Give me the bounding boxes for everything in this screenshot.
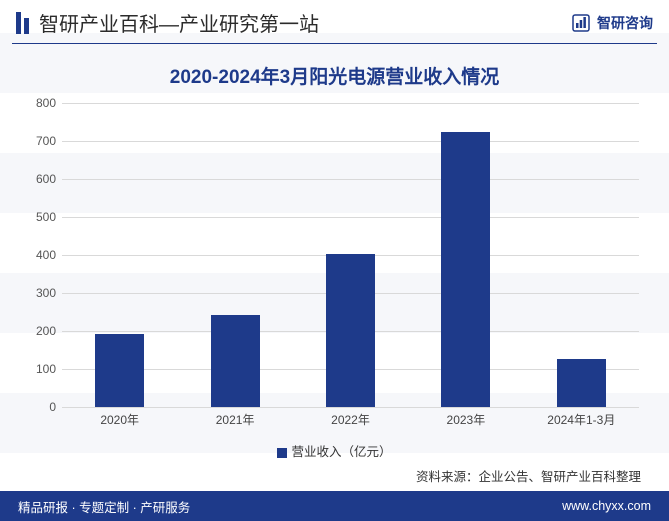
chart-legend: 营业收入（亿元）: [0, 435, 669, 464]
footer: 精品研报 · 专题定制 · 产研服务 www.chyxx.com: [0, 491, 669, 521]
y-tick-label: 300: [22, 286, 56, 300]
y-tick-label: 700: [22, 134, 56, 148]
y-tick-label: 800: [22, 96, 56, 110]
chart-x-axis: 2020年 2021年 2022年 2023年 2024年1-3月: [62, 411, 639, 431]
grid-line: [62, 103, 639, 104]
header: 智研产业百科—产业研究第一站 智研咨询: [0, 0, 669, 43]
bar: [441, 132, 490, 407]
header-right: 智研咨询: [571, 13, 653, 33]
source-prefix: 资料来源：: [416, 470, 479, 484]
y-tick-label: 0: [22, 400, 56, 414]
bar: [211, 315, 260, 407]
logo-text: 智研咨询: [597, 13, 653, 33]
x-tick-label: 2020年: [100, 411, 139, 428]
header-left: 智研产业百科—产业研究第一站: [16, 8, 319, 37]
x-tick-label: 2021年: [216, 411, 255, 428]
y-tick-label: 100: [22, 362, 56, 376]
bar: [95, 334, 144, 407]
y-tick-label: 400: [22, 248, 56, 262]
x-tick-label: 2022年: [331, 411, 370, 428]
chart-area: 0100200300400500600700800 2020年2021年2022…: [20, 95, 649, 435]
x-tick-label: 2023年: [447, 411, 486, 428]
x-tick-label: 2024年1-3月: [547, 411, 615, 428]
source-text: 企业公告、智研产业百科整理: [478, 470, 641, 484]
bar: [326, 254, 375, 407]
header-title: 智研产业百科—产业研究第一站: [39, 8, 319, 37]
grid-line: [62, 141, 639, 142]
grid-line: [62, 217, 639, 218]
legend-swatch: [277, 448, 287, 458]
header-bars-icon: [16, 12, 29, 34]
y-tick-label: 600: [22, 172, 56, 186]
source-line: 资料来源：企业公告、智研产业百科整理: [0, 464, 669, 491]
y-tick-label: 200: [22, 324, 56, 338]
logo-icon: [571, 13, 591, 33]
header-divider: [12, 43, 657, 44]
grid-line: [62, 179, 639, 180]
grid-line: [62, 407, 639, 408]
chart-title: 2020-2024年3月阳光电源营业收入情况: [0, 48, 669, 95]
footer-right: www.chyxx.com: [562, 499, 651, 513]
y-tick-label: 500: [22, 210, 56, 224]
bar: [557, 359, 606, 407]
legend-label: 营业收入（亿元）: [291, 445, 391, 459]
chart-plot: 0100200300400500600700800: [62, 103, 639, 407]
